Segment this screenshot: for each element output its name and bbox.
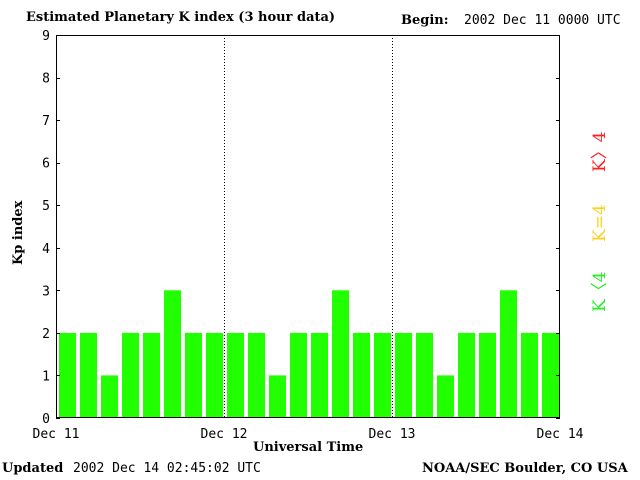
y-tick-label: 1 (42, 369, 50, 384)
kp-bar (332, 290, 349, 418)
y-tick-label: 3 (42, 284, 50, 299)
kp-bar (311, 332, 328, 418)
kp-bar (185, 332, 202, 418)
x-axis-label: Universal Time (253, 440, 364, 455)
kp-bar (458, 332, 475, 418)
kp-bar (80, 332, 97, 418)
updated-label: Updated (2, 461, 64, 476)
kp-bar (248, 332, 265, 418)
kp-bar (542, 332, 559, 418)
kp-bar (374, 332, 391, 418)
credit-text: NOAA/SEC Boulder, CO USA (422, 461, 628, 476)
x-tick-label: Dec 14 (537, 427, 584, 442)
kp-bar (395, 332, 412, 418)
x-tick-label: Dec 13 (369, 427, 416, 442)
kp-bar (290, 332, 307, 418)
updated-value: 2002 Dec 14 02:45:02 UTC (73, 461, 261, 476)
bar-group (59, 290, 559, 418)
begin-label: Begin: (401, 13, 449, 28)
kp-bar (416, 332, 433, 418)
y-tick-label: 8 (42, 72, 50, 87)
kp-bar (164, 290, 181, 418)
y-tick-label: 9 (42, 29, 50, 44)
y-tick-label: 6 (42, 157, 50, 172)
kp-bar (206, 332, 223, 418)
kp-bar (479, 332, 496, 418)
y-tick-label: 0 (42, 412, 50, 427)
x-tick-label: Dec 11 (33, 427, 80, 442)
kp-bar (227, 332, 244, 418)
plot-frame (56, 35, 560, 418)
kp-bar (437, 375, 454, 418)
day-dividers (224, 35, 393, 418)
kp-bar (521, 332, 538, 418)
y-tick-label: 5 (42, 199, 50, 214)
y-tick-label: 2 (42, 327, 50, 342)
kp-bar (101, 375, 118, 418)
chart-title: Estimated Planetary K index (3 hour data… (26, 10, 336, 25)
kp-bar (269, 375, 286, 418)
kp-bar (143, 332, 160, 418)
y-tick-label: 4 (42, 242, 50, 257)
kp-bar (122, 332, 139, 418)
y-tick-label: 7 (42, 114, 50, 129)
kp-bar (59, 332, 76, 418)
begin-value: 2002 Dec 11 0000 UTC (464, 13, 621, 28)
x-tick-label: Dec 12 (201, 427, 248, 442)
kp-bar (353, 332, 370, 418)
kp-bar (500, 290, 517, 418)
